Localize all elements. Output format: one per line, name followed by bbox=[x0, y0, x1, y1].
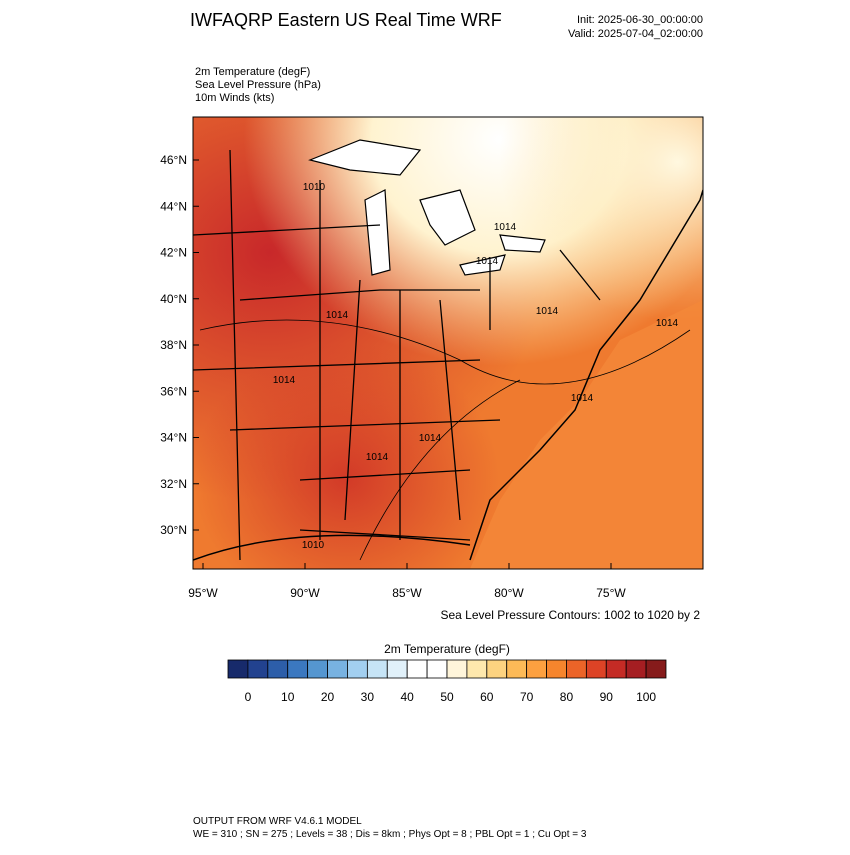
colorbar-box bbox=[307, 659, 328, 679]
lon-label: 80°W bbox=[494, 586, 524, 600]
contour-label: 1014 bbox=[326, 310, 349, 321]
colorbar-label: 10 bbox=[281, 690, 295, 704]
colorbar-box bbox=[267, 659, 289, 679]
colorbar-label: 0 bbox=[245, 690, 252, 704]
colorbar-box bbox=[347, 659, 368, 679]
contour-label: 1010 bbox=[303, 182, 326, 193]
colorbar-box bbox=[506, 659, 528, 679]
footer: WE = 310 ; SN = 275 ; Levels = 38 ; Dis … bbox=[193, 829, 587, 840]
colorbar-box bbox=[466, 659, 488, 679]
lat-label: 46°N bbox=[160, 153, 187, 167]
contour-label: 1014 bbox=[476, 256, 499, 267]
colorbar-label: 100 bbox=[636, 690, 656, 704]
init: Init: 2025-06-30_00:00:00 bbox=[577, 14, 703, 26]
lat-label: 32°N bbox=[160, 477, 187, 491]
colorbar-box bbox=[426, 659, 448, 679]
lon-label: 85°W bbox=[392, 586, 422, 600]
colorbar-box bbox=[486, 659, 508, 679]
colorbar-box bbox=[446, 659, 468, 679]
contour-label: 1014 bbox=[419, 433, 442, 444]
lon-label: 75°W bbox=[596, 586, 626, 600]
colorbar-label: 90 bbox=[600, 690, 614, 704]
contour-label: 1014 bbox=[366, 452, 389, 463]
colorbar-title: 2m Temperature (degF) bbox=[384, 642, 510, 656]
colorbar-label: 30 bbox=[361, 690, 375, 704]
colorbar-box bbox=[605, 659, 627, 679]
colorbar-label: 70 bbox=[520, 690, 534, 704]
contour-label: 1014 bbox=[273, 375, 296, 386]
valid: Valid: 2025-07-04_02:00:00 bbox=[568, 28, 703, 40]
contour-label: 1014 bbox=[656, 318, 679, 329]
lat-label: 36°N bbox=[160, 384, 187, 398]
colorbar-box bbox=[227, 659, 249, 679]
field-label: 2m Temperature (degF) bbox=[195, 66, 310, 78]
lon-label: 95°W bbox=[188, 586, 218, 600]
colorbar-label: 60 bbox=[480, 690, 494, 704]
lat-label: 38°N bbox=[160, 338, 187, 352]
map: 1010 1014 1014 1014 1014 1014 1014 1014 1014 1014… bbox=[193, 117, 703, 569]
title: IWFAQRP Eastern US Real Time WRF bbox=[190, 10, 502, 30]
footer: OUTPUT FROM WRF V4.6.1 MODEL bbox=[193, 816, 362, 827]
colorbar-box bbox=[406, 659, 428, 679]
colorbar-box bbox=[386, 659, 408, 679]
colorbar-box bbox=[526, 659, 547, 679]
field-list: 2m Temperature (degF)Sea Level Pressure … bbox=[195, 66, 321, 104]
field-label: 10m Winds (kts) bbox=[195, 92, 274, 104]
lat-label: 42°N bbox=[160, 246, 187, 260]
lat-label: 44°N bbox=[160, 199, 187, 213]
colorbar-label: 80 bbox=[560, 690, 574, 704]
map-frame bbox=[192, 116, 704, 570]
colorbar-box bbox=[366, 659, 388, 679]
lat-label: 40°N bbox=[160, 292, 187, 306]
contour-label: 1010 bbox=[302, 540, 325, 551]
colorbar-box bbox=[645, 659, 667, 679]
colorbar-box bbox=[546, 659, 567, 679]
contour-note: Sea Level Pressure Contours: 1002 to 102… bbox=[441, 608, 701, 622]
colorbar-label: 50 bbox=[440, 690, 454, 704]
colorbar-box bbox=[566, 659, 587, 679]
lon-label: 90°W bbox=[290, 586, 320, 600]
colorbar-box bbox=[287, 659, 309, 679]
lat-label: 30°N bbox=[160, 523, 187, 537]
colorbar-box bbox=[585, 659, 607, 679]
colorbar-label: 40 bbox=[401, 690, 415, 704]
contour-label: 1014 bbox=[494, 222, 517, 233]
colorbar-box bbox=[327, 659, 348, 679]
field-label: Sea Level Pressure (hPa) bbox=[195, 79, 321, 91]
lat-label: 34°N bbox=[160, 431, 187, 445]
contour-label: 1014 bbox=[536, 306, 559, 317]
colorbar-box bbox=[625, 659, 647, 679]
colorbar-box bbox=[247, 659, 269, 679]
contour-label: 1014 bbox=[571, 393, 594, 404]
colorbar-label: 20 bbox=[321, 690, 335, 704]
